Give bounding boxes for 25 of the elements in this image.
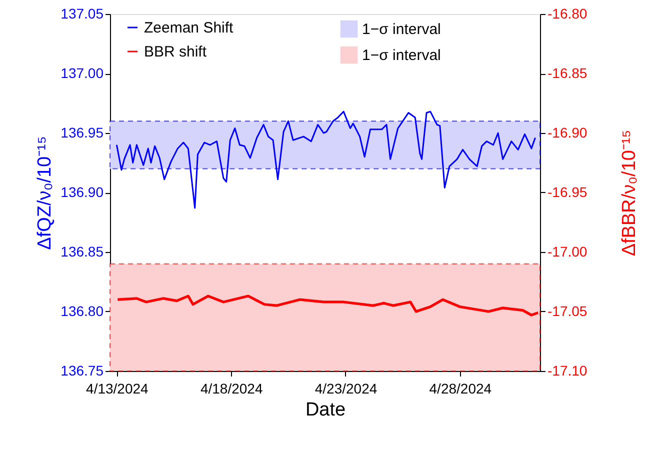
y2-axis-title: ΔfBBR/ν₀/10⁻¹⁵: [619, 130, 640, 256]
legend-label: 1−σ interval: [362, 21, 441, 38]
x-tick-label: 4/23/2024: [314, 380, 378, 396]
y-tick-label: 137.05: [60, 6, 104, 22]
y-tick-label: 136.85: [60, 244, 104, 260]
y2-tick-label: -16.80: [548, 6, 588, 22]
y2-tick-label: -17.00: [548, 244, 588, 260]
y2-tick-label: -16.95: [548, 184, 588, 200]
y2-tick-label: -16.90: [548, 124, 588, 140]
y-tick-label: 136.75: [60, 362, 104, 378]
legend-label: 1−σ interval: [362, 47, 441, 64]
y-tick-label: 136.90: [60, 184, 104, 200]
y-axis-title: ΔfQZ/ν₀/10⁻¹⁵: [34, 136, 56, 250]
x-tick-label: 4/13/2024: [86, 380, 149, 396]
legend-label: Zeeman Shift: [144, 20, 234, 36]
legend-label: BBR shift: [144, 44, 208, 60]
x-axis-title: Date: [305, 400, 346, 420]
y2-tick-label: -17.05: [548, 303, 588, 319]
x-tick-label: 4/18/2024: [200, 380, 263, 396]
y-tick-label: 136.80: [60, 303, 104, 319]
y-tick-label: 136.95: [60, 124, 104, 140]
y2-tick-label: -17.10: [548, 362, 588, 378]
y2-tick-label: -16.85: [548, 65, 588, 81]
y-tick-label: 137.00: [60, 65, 104, 81]
x-tick-label: 4/28/2024: [429, 380, 492, 396]
